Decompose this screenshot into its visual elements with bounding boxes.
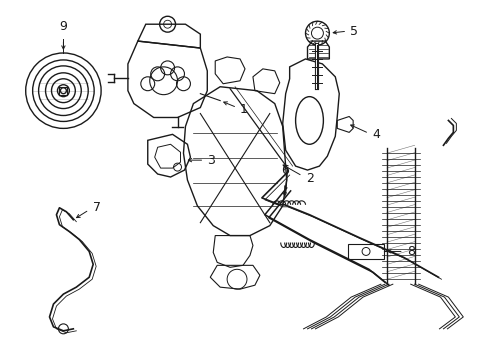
Text: 6: 6 [280, 164, 288, 177]
Text: 2: 2 [306, 171, 314, 185]
Text: 9: 9 [60, 20, 67, 33]
Text: 8: 8 [406, 245, 414, 258]
Text: 7: 7 [93, 201, 101, 214]
Text: 1: 1 [240, 103, 247, 116]
Text: 4: 4 [371, 128, 379, 141]
Text: 3: 3 [207, 154, 215, 167]
Text: 5: 5 [349, 24, 357, 38]
